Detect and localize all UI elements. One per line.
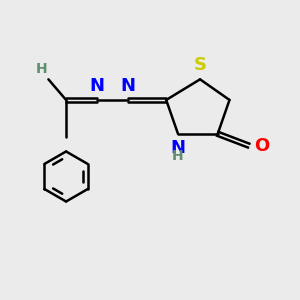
- Text: H: H: [35, 62, 47, 76]
- Text: N: N: [120, 76, 135, 94]
- Text: N: N: [170, 139, 185, 157]
- Text: N: N: [89, 76, 104, 94]
- Text: O: O: [254, 136, 269, 154]
- Text: H: H: [172, 149, 184, 163]
- Text: S: S: [194, 56, 207, 74]
